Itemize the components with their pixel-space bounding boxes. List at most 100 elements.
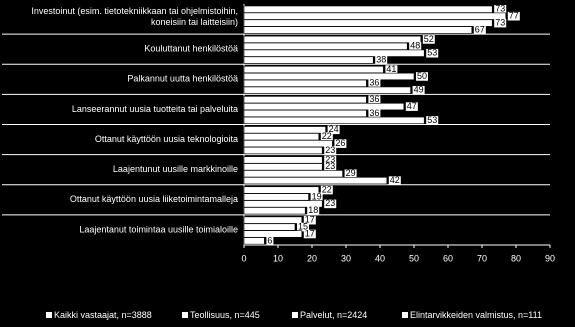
legend-swatch	[46, 312, 52, 318]
value-label: 36	[369, 108, 379, 118]
value-label-group: 50	[416, 71, 429, 81]
category-label: Laajentunut uusille markkinoille	[113, 164, 238, 174]
value-label-bg	[320, 185, 333, 195]
value-label-group: 19	[310, 191, 323, 202]
bar	[243, 26, 473, 34]
legend-swatch	[402, 312, 408, 318]
value-label-group: 18	[307, 205, 320, 216]
bar	[243, 96, 367, 104]
value-label-group: 67	[473, 24, 486, 35]
value-label-group: 23	[324, 154, 337, 165]
x-tick-label: 60	[443, 253, 453, 263]
bar	[243, 79, 367, 87]
value-label: 15	[298, 221, 308, 231]
value-label-bg	[388, 176, 401, 185]
value-label-bg	[405, 102, 418, 111]
bar	[243, 86, 411, 94]
value-label-group: 53	[426, 48, 439, 58]
value-label-bg	[422, 35, 435, 44]
legend-label: Palvelut, n=2424	[300, 310, 367, 320]
value-label-bg	[344, 169, 357, 179]
x-tick-label: 0	[241, 253, 246, 263]
x-tick-label: 70	[477, 253, 487, 263]
x-tick-label: 40	[375, 253, 385, 263]
value-label: 41	[386, 64, 396, 74]
value-label-bg	[507, 11, 520, 21]
value-label-group: 49	[412, 85, 425, 95]
value-label: 49	[414, 85, 424, 95]
bar	[243, 156, 323, 164]
bar	[243, 49, 425, 57]
value-label-group: 23	[324, 198, 337, 208]
value-label-bg	[473, 25, 486, 35]
value-label-bg	[334, 139, 347, 148]
value-label-group: 29	[344, 168, 357, 179]
value-label: 42	[390, 175, 400, 185]
bar	[243, 170, 343, 178]
value-label: 29	[346, 168, 356, 178]
value-label: 17	[305, 215, 315, 225]
value-label-bg	[324, 155, 337, 165]
value-label-group: 36	[368, 108, 381, 118]
value-label-group: 23	[324, 145, 337, 155]
value-label-group: 47	[405, 101, 418, 111]
value-label-group: 22	[320, 184, 333, 195]
legend-swatch	[292, 312, 298, 318]
bar	[243, 133, 320, 141]
value-label-bg	[426, 48, 439, 58]
bar	[243, 177, 388, 185]
value-label-bg	[494, 18, 507, 28]
value-label: 73	[495, 4, 505, 14]
value-label: 19	[312, 191, 322, 201]
legend-label: Teollisuus, n=445	[190, 310, 260, 320]
value-label-bg	[303, 229, 316, 239]
value-label: 67	[475, 24, 485, 34]
value-label: 22	[322, 184, 332, 194]
value-label-group: 52	[422, 34, 435, 44]
bar	[243, 116, 425, 124]
value-label: 47	[407, 101, 417, 111]
bar	[243, 109, 367, 118]
bar	[243, 230, 303, 238]
bar	[243, 207, 306, 215]
value-label-group: 73	[494, 17, 507, 28]
value-label-bg	[368, 109, 381, 118]
value-label-bg	[310, 192, 323, 202]
x-tick-label: 20	[307, 253, 317, 263]
value-label: 23	[325, 198, 335, 208]
value-label: 23	[325, 154, 335, 164]
bar	[243, 237, 265, 245]
value-label-bg	[307, 206, 320, 216]
x-tick-label: 90	[545, 253, 555, 263]
value-label: 52	[424, 34, 434, 44]
value-label: 24	[329, 124, 339, 134]
value-label-group: 36	[368, 94, 381, 104]
value-label-bg	[324, 146, 337, 155]
value-label: 38	[376, 55, 386, 65]
bar	[243, 186, 320, 194]
value-label: 73	[495, 17, 505, 27]
bar	[243, 65, 384, 74]
category-label: Palkannut uutta henkilöstöä	[127, 74, 238, 84]
value-label-group: 41	[385, 64, 398, 74]
bar	[243, 223, 296, 231]
category-label: Investoinut (esim. tietotekniikkaan tai …	[31, 6, 238, 27]
value-label: 53	[427, 48, 437, 58]
value-label-group: 15	[297, 221, 310, 232]
x-tick-label: 80	[511, 253, 521, 263]
value-label-bg	[303, 215, 316, 225]
category-label: Laajentanut toimintaa uusille toimialoil…	[79, 224, 238, 234]
value-label-bg	[297, 222, 310, 232]
value-label: 17	[305, 228, 315, 238]
bar	[243, 126, 326, 134]
bar	[243, 193, 309, 201]
bar	[243, 35, 422, 44]
value-label-group: 38	[375, 55, 388, 65]
value-label-group: 26	[334, 138, 347, 148]
value-label-bg	[409, 42, 422, 51]
value-label-group: 53	[426, 115, 439, 125]
bar	[243, 19, 493, 27]
category-label: Ottanut käyttöön uusia liiketoimintamall…	[70, 194, 238, 204]
value-label-group: 17	[303, 228, 316, 239]
